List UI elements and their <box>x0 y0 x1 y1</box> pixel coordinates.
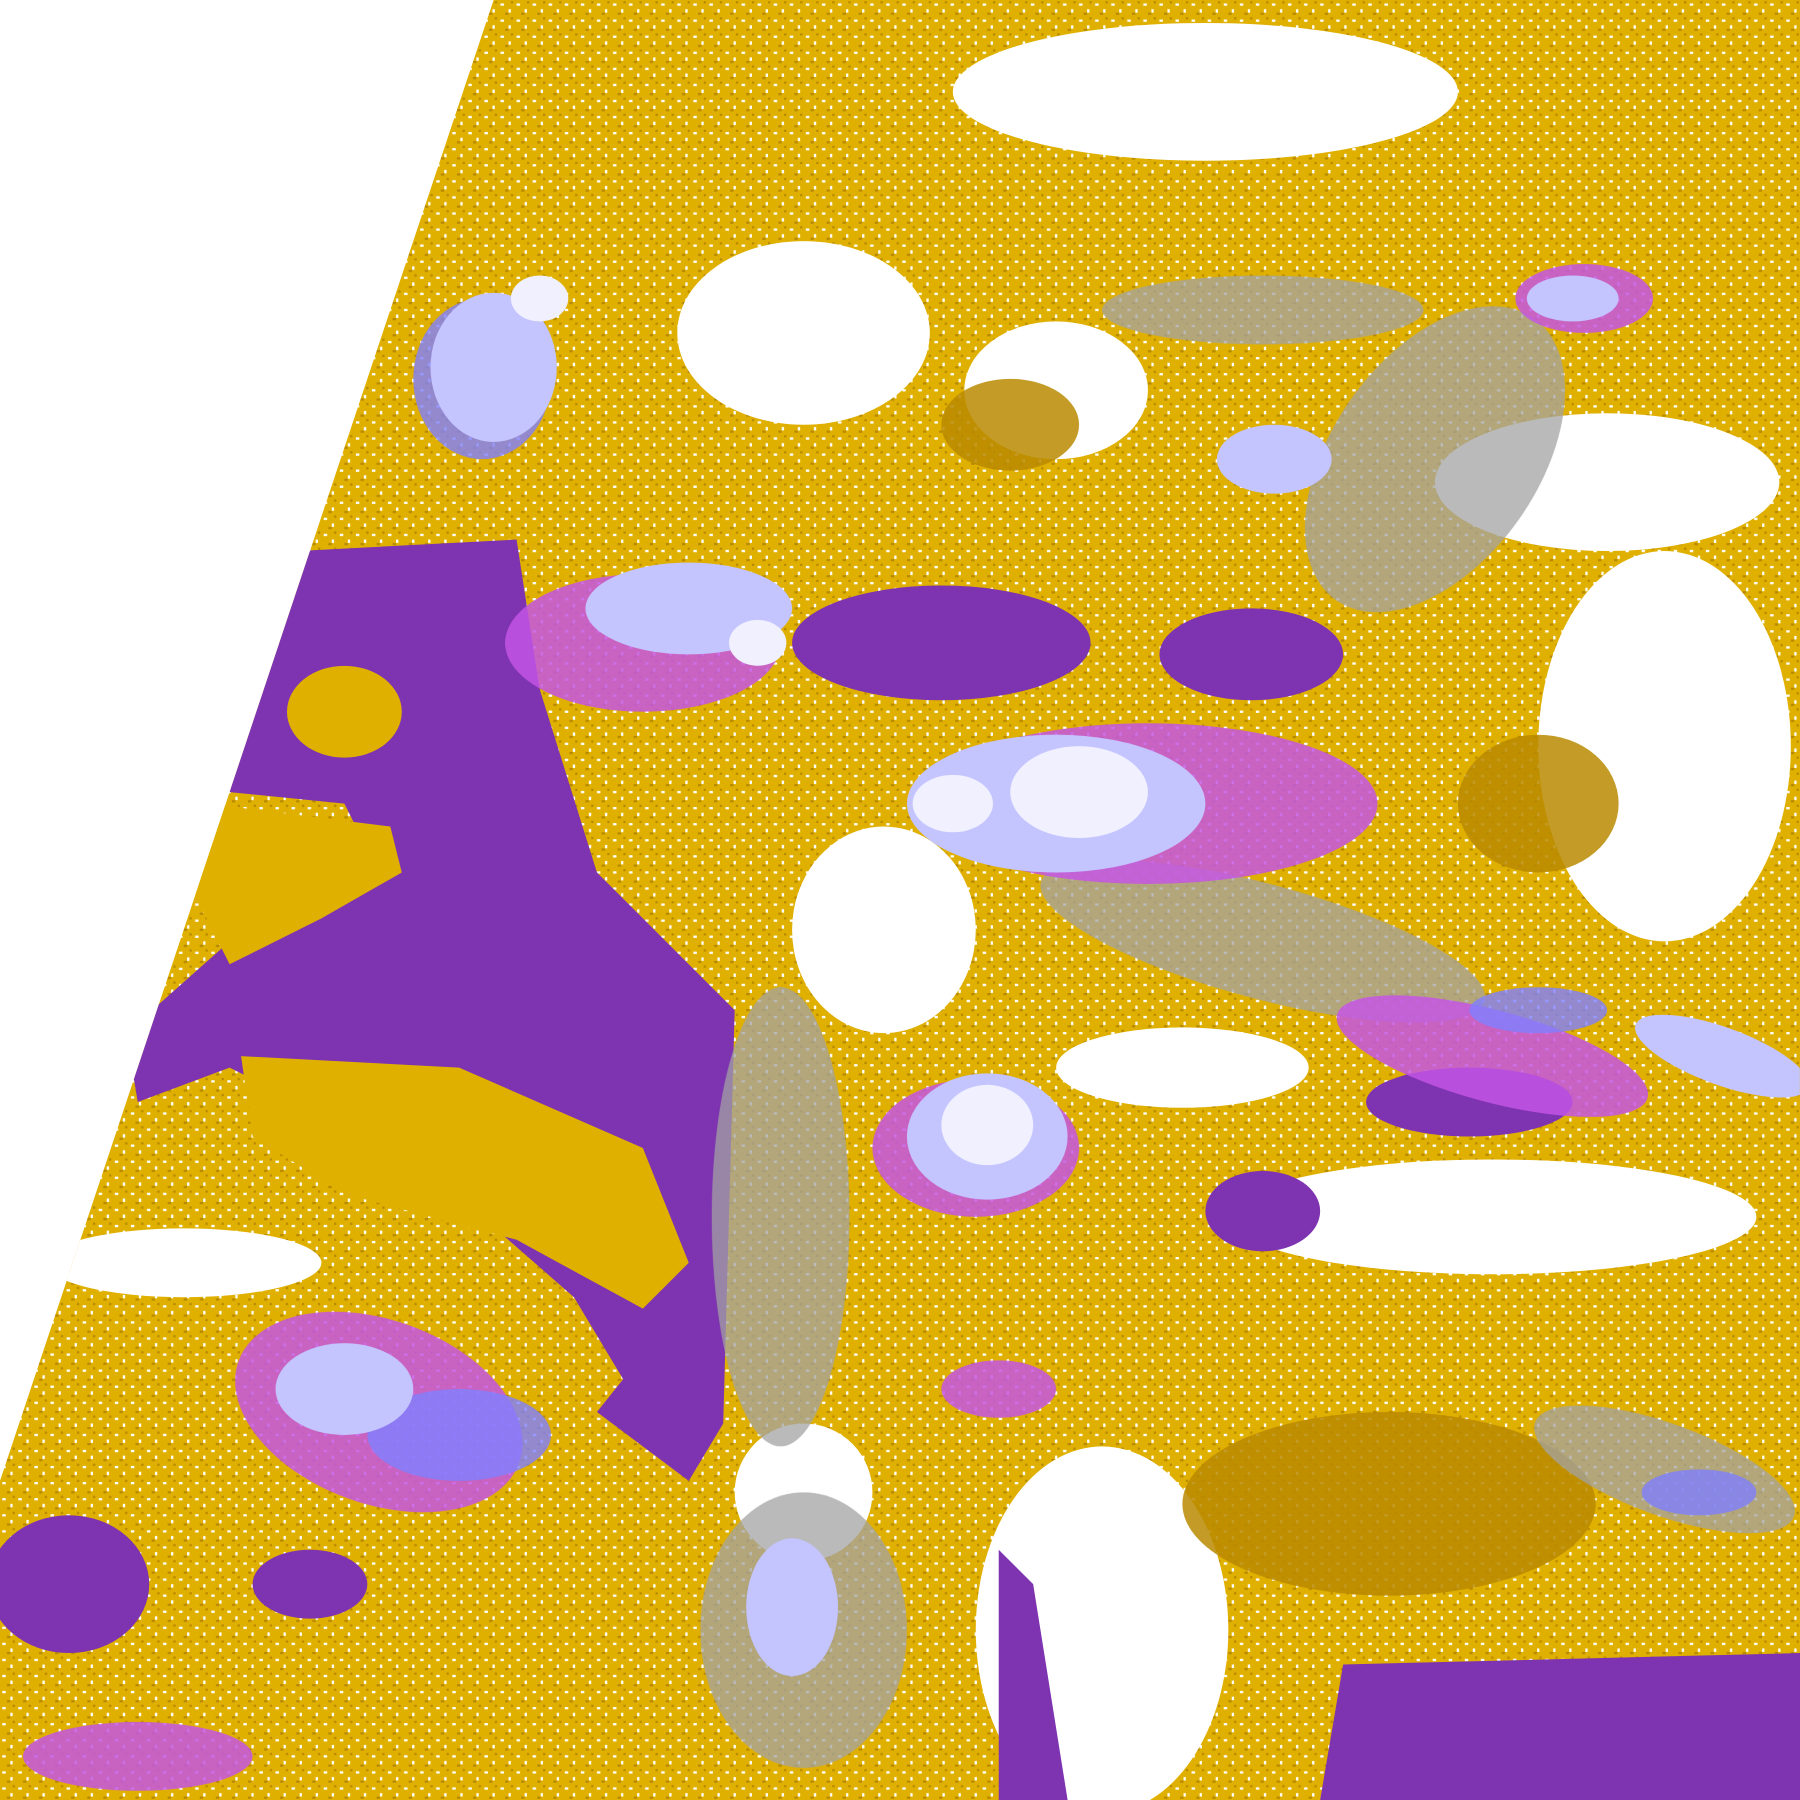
gold-inclusions <box>195 665 689 1309</box>
dark-gold-patches <box>941 378 1619 1596</box>
gray-cloud-edges <box>700 275 1795 1768</box>
pale-cloud-cores <box>510 275 1148 1166</box>
